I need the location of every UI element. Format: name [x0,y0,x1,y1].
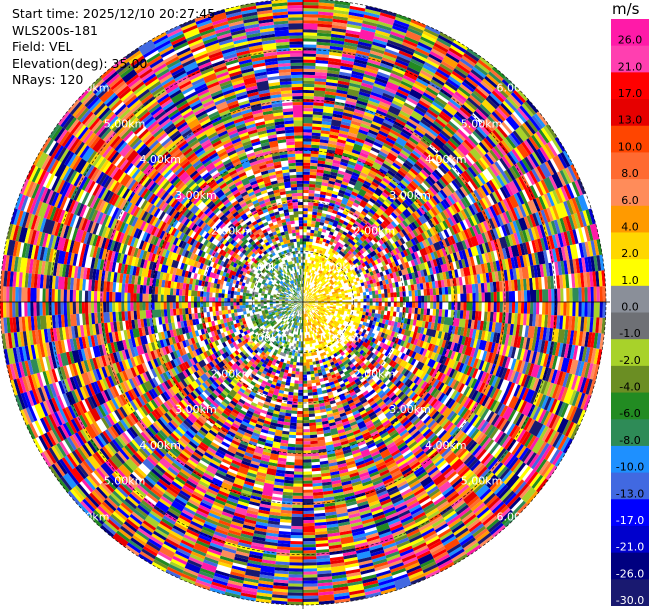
colorbar-swatch [611,339,649,367]
colorbar-swatch [611,419,649,447]
range-ring-label: 2.00km [211,225,253,238]
colorbar-tick-label: 0.0 [621,301,639,314]
colorbar-tick-label: -4.0 [619,381,640,394]
device-label: WLS200s-181 [12,22,98,38]
colorbar-swatch [611,45,649,73]
colorbar-swatch [611,205,649,233]
colorbar-swatch [611,232,649,260]
info-block: Start time: 2025/12/10 20:27:45 WLS200s-… [12,6,215,89]
range-ring-label: 6.00km [497,510,539,523]
velocity-gate-group [3,5,590,606]
range-ring-label: 6.00km [68,510,110,523]
field-label: Field: VEL [12,39,73,54]
range-ring-label: 5.00km [461,118,503,131]
colorbar-swatch [611,312,649,340]
range-ring-label: 1.00km [318,332,360,345]
colorbar-swatch [611,259,649,287]
colorbar-tick-label: 26.0 [618,34,643,47]
colorbar-swatch [611,552,649,580]
range-ring-label: 4.00km [425,153,467,166]
colorbar-tick-label: -10.0 [616,461,644,474]
colorbar-tick-label: -26.0 [616,567,644,580]
colorbar-unit-label: m/s [612,0,640,18]
colorbar-tick-label: -8.0 [619,434,640,447]
range-ring-label: 2.00km [354,225,396,238]
colorbar-tick-label: -21.0 [616,541,644,554]
elevation-label: Elevation(deg): 35.00 [12,55,148,71]
colorbar-swatch [611,179,649,207]
range-ring-label: 1.00km [247,260,289,273]
range-ring-label: 6.00km [68,82,110,95]
colorbar-swatch [611,285,649,313]
colorbar-swatch [611,19,649,47]
range-ring-label: 1.00km [247,332,289,345]
colorbar-tick-label: -2.0 [619,354,640,367]
colorbar-tick-label: 8.0 [621,167,639,180]
nrays-label: NRays: 120 [12,72,84,87]
colorbar-swatch [611,365,649,394]
velocity-gate-group [6,8,600,587]
range-ring-label: 5.00km [461,475,503,488]
colorbar-swatch [611,525,649,554]
velocity-gates [0,0,606,606]
colorbar: 26.0 21.0 17.0 13.0 10.0 8.0 6.0 4.0 2.0 1.0 0.0 -1… [611,19,649,606]
colorbar-tick-label: 17.0 [618,87,643,100]
range-ring-label: 4.00km [425,439,467,452]
colorbar-tick-label: -13.0 [616,487,644,500]
colorbar-tick-label: -6.0 [619,407,640,420]
colorbar-tick-label: -1.0 [619,327,640,340]
velocity-gate-group [6,5,604,602]
velocity-gate-group [13,11,594,601]
colorbar-swatch [611,499,649,527]
colorbar-swatch [611,579,649,606]
colorbar-swatch [611,472,649,500]
range-ring-label: 3.00km [175,403,217,416]
colorbar-swatch [611,125,649,153]
colorbar-swatch [611,99,649,127]
range-ring-label: 2.00km [354,367,396,380]
colorbar-tick-label: 13.0 [618,114,643,127]
range-ring-label: 5.00km [104,475,146,488]
start-time-label: Start time: 2025/12/10 20:27:45 [12,6,216,21]
range-ring-label: 5.00km [104,118,146,131]
colorbar-tick-label: 10.0 [618,140,643,153]
colorbar-swatch [611,72,649,100]
range-ring-label: 4.00km [139,439,181,452]
range-ring-label: 3.00km [389,189,431,202]
velocity-gate-group [0,17,605,590]
range-ring-label: 4.00km [139,153,181,166]
colorbar-tick-label: -17.0 [616,514,644,527]
colorbar-tick-label: 1.0 [621,274,639,287]
range-ring-label: 3.00km [389,403,431,416]
colorbar-tick-label: -30.0 [616,594,644,606]
velocity-gate-group [13,0,599,599]
velocity-gate-group [7,2,600,599]
colorbar-tick-label: 6.0 [621,194,639,207]
range-ring-label: 1.00km [318,260,360,273]
colorbar-tick-label: 2.0 [621,247,639,260]
colorbar-swatch [611,445,649,474]
colorbar-tick-label: 21.0 [618,60,643,73]
velocity-gate-group [0,9,606,604]
range-ring-label: 3.00km [175,189,217,202]
colorbar-tick-label: 4.0 [621,220,639,233]
range-ring-label: 6.00km [497,82,539,95]
colorbar-swatch [611,392,649,420]
range-ring-label: 2.00km [211,367,253,380]
colorbar-swatch [611,152,649,180]
